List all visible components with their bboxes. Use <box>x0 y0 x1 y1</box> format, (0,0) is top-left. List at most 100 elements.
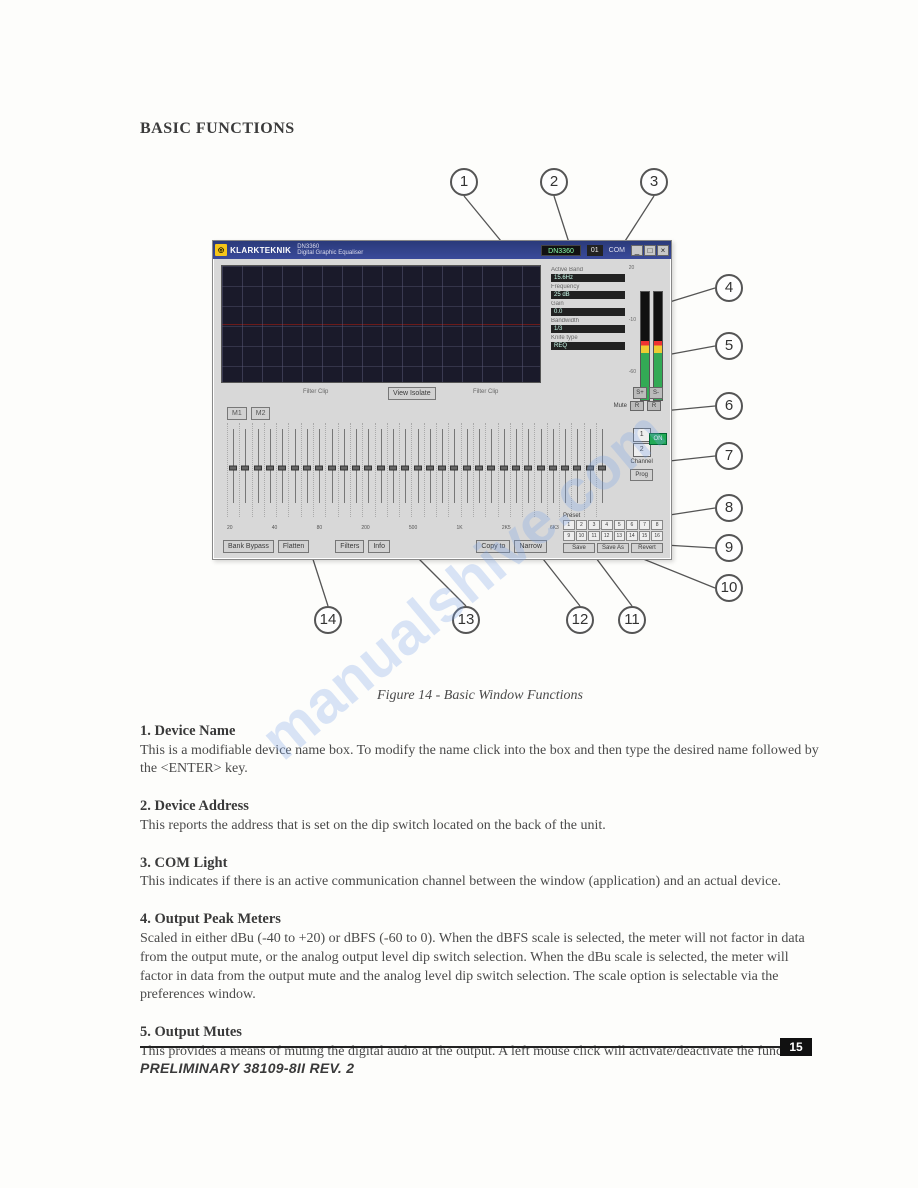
eq-fader[interactable] <box>448 423 459 517</box>
eq-fader[interactable] <box>264 423 275 517</box>
prog-button[interactable]: Prog <box>630 469 653 481</box>
channel-label: Channel <box>630 459 653 465</box>
bank-bypass-button[interactable]: Bank Bypass <box>223 540 274 553</box>
preset-slot[interactable]: 7 <box>639 520 651 530</box>
knifetype-value[interactable]: REQ <box>551 342 625 350</box>
gain-value[interactable]: 0.0 <box>551 308 625 316</box>
eq-fader[interactable] <box>313 423 324 517</box>
eq-fader[interactable] <box>362 423 373 517</box>
description-item-4: 4. Output Peak MetersScaled in either dB… <box>140 910 820 1005</box>
maximize-button[interactable]: □ <box>644 245 656 256</box>
freq-label: 2K5 <box>502 525 511 531</box>
eq-fader[interactable] <box>485 423 496 517</box>
item-heading: 3. COM Light <box>140 854 820 874</box>
eq-fader[interactable] <box>473 423 484 517</box>
eq-fader[interactable] <box>288 423 299 517</box>
narrow-button[interactable]: Narrow <box>514 540 547 553</box>
channel-on-button[interactable]: ON <box>649 433 667 445</box>
description-item-1: 1. Device NameThis is a modifiable devic… <box>140 722 820 779</box>
item-heading: 1. Device Name <box>140 722 820 742</box>
preset-slot[interactable]: 6 <box>626 520 638 530</box>
eq-fader[interactable] <box>325 423 336 517</box>
preset-slot[interactable]: 4 <box>601 520 613 530</box>
eq-fader[interactable] <box>227 423 238 517</box>
info-button[interactable]: Info <box>368 540 390 553</box>
eq-fader[interactable] <box>559 423 570 517</box>
callout-9: 9 <box>715 534 743 562</box>
preset-slot[interactable]: 3 <box>588 520 600 530</box>
eq-fader[interactable] <box>375 423 386 517</box>
eq-fader[interactable] <box>596 423 607 517</box>
callout-8: 8 <box>715 494 743 522</box>
frequency-value[interactable]: 25 dB <box>551 291 625 299</box>
callout-12: 12 <box>566 606 594 634</box>
close-button[interactable]: × <box>657 245 669 256</box>
footer-rule <box>140 1046 812 1048</box>
sminus-button[interactable]: S- <box>649 387 663 399</box>
eq-fader[interactable] <box>424 423 435 517</box>
meter-right <box>653 291 663 401</box>
gain-label: Gain <box>551 301 625 307</box>
preset-slot[interactable]: 2 <box>576 520 588 530</box>
freq-label: 500 <box>409 525 417 531</box>
description-item-5: 5. Output MutesThis provides a means of … <box>140 1023 820 1061</box>
eq-fader[interactable] <box>547 423 558 517</box>
eq-fader[interactable] <box>338 423 349 517</box>
channel-2-button[interactable]: 2 <box>633 443 651 457</box>
freq-label: 6K3 <box>550 525 559 531</box>
description-item-3: 3. COM LightThis indicates if there is a… <box>140 854 820 892</box>
filter-clip-right-label: Filter Clip <box>473 389 498 395</box>
view-isolate-button[interactable]: View Isolate <box>388 387 436 400</box>
eq-fader[interactable] <box>239 423 250 517</box>
mute-left-button[interactable]: R <box>630 401 644 411</box>
eq-fader[interactable] <box>498 423 509 517</box>
preset-grid: 12345678910111213141516 <box>563 520 663 541</box>
eq-fader[interactable] <box>584 423 595 517</box>
eq-fader[interactable] <box>461 423 472 517</box>
eq-fader[interactable] <box>252 423 263 517</box>
channel-1-button[interactable]: 1 <box>633 428 651 442</box>
filters-button[interactable]: Filters <box>335 540 364 553</box>
figure-caption: Figure 14 - Basic Window Functions <box>140 688 820 704</box>
flatten-button[interactable]: Flatten <box>278 540 309 553</box>
eq-fader[interactable] <box>411 423 422 517</box>
callout-7: 7 <box>715 442 743 470</box>
eq-fader[interactable] <box>436 423 447 517</box>
output-mute-row: Mute R R <box>614 401 661 411</box>
preset-slot[interactable]: 5 <box>614 520 626 530</box>
splus-button[interactable]: S+ <box>633 387 647 399</box>
eq-fader[interactable] <box>522 423 533 517</box>
eq-fader[interactable] <box>301 423 312 517</box>
meter-scale: 20 -10 -60 <box>629 265 636 375</box>
bandwidth-label: Bandwidth <box>551 318 625 324</box>
device-name-field[interactable]: DN3360 <box>541 245 581 256</box>
bandwidth-value[interactable]: 1/3 <box>551 325 625 333</box>
device-address-field: 01 <box>587 245 603 256</box>
callout-3: 3 <box>640 168 668 196</box>
bottom-button-row: Bank Bypass Flatten Filters Info Copy to… <box>223 540 661 553</box>
copy-to-button[interactable]: Copy to <box>476 540 510 553</box>
active-band-value[interactable]: 15.6Hz <box>551 274 625 282</box>
item-body: This is a modifiable device name box. To… <box>140 742 820 780</box>
callout-14: 14 <box>314 606 342 634</box>
frequency-label: Frequency <box>551 284 625 290</box>
side-panel: Active Band 15.6Hz Frequency 25 dB Gain … <box>551 265 663 401</box>
eq-fader[interactable] <box>399 423 410 517</box>
preset-label: Preset <box>563 513 663 519</box>
eq-fader[interactable] <box>534 423 545 517</box>
eq-fader[interactable] <box>571 423 582 517</box>
fader-bank[interactable] <box>227 405 607 517</box>
eq-curve-graph[interactable] <box>221 265 541 383</box>
item-heading: 5. Output Mutes <box>140 1023 820 1043</box>
minimize-button[interactable]: _ <box>631 245 643 256</box>
channel-select: ON 1 2 Channel Prog <box>630 427 653 481</box>
preset-slot[interactable]: 8 <box>651 520 663 530</box>
eq-fader[interactable] <box>276 423 287 517</box>
mute-label: Mute <box>614 403 627 409</box>
eq-fader[interactable] <box>387 423 398 517</box>
eq-fader[interactable] <box>350 423 361 517</box>
callout-1: 1 <box>450 168 478 196</box>
eq-fader[interactable] <box>510 423 521 517</box>
preset-slot[interactable]: 1 <box>563 520 575 530</box>
mute-right-button[interactable]: R <box>647 401 661 411</box>
